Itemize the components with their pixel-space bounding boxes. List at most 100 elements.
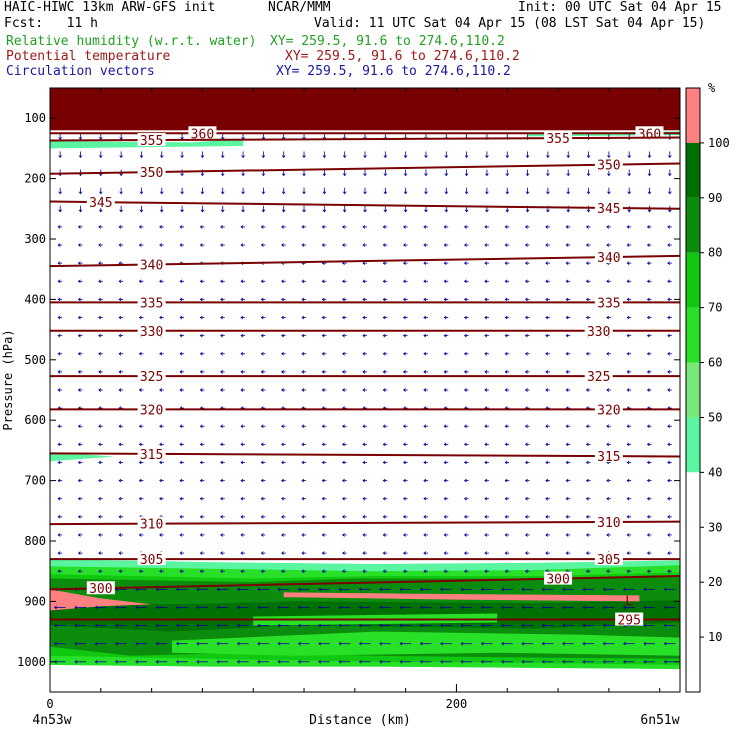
vector-head [240, 424, 244, 429]
circulation-vector [525, 187, 530, 195]
vector-head [646, 297, 650, 302]
vector-head [521, 641, 525, 646]
vector-head [138, 388, 142, 392]
vector-head [196, 587, 200, 592]
circulation-vector [342, 279, 347, 284]
vector-head [199, 279, 203, 284]
vector-head [562, 623, 565, 628]
vector-head [443, 370, 447, 374]
circulation-vector [480, 605, 493, 610]
circulation-vector [463, 315, 469, 320]
circulation-vector [402, 515, 408, 519]
circulation-vector [545, 515, 550, 519]
circulation-vector [667, 333, 672, 338]
circulation-vector [74, 605, 86, 610]
circulation-vector [463, 551, 469, 555]
circulation-vector [281, 442, 286, 447]
vector-head [606, 315, 610, 320]
vector-head [57, 478, 61, 483]
circulation-vector [525, 169, 530, 177]
vector-head [463, 569, 467, 574]
vector-head [565, 442, 569, 447]
circulation-vector [524, 315, 530, 320]
circulation-vector [460, 641, 473, 646]
circulation-vector [484, 225, 489, 229]
circulation-vector [463, 370, 469, 374]
circulation-vector [362, 243, 367, 247]
vector-head [98, 191, 103, 195]
vector-head [58, 191, 62, 195]
vector-head [118, 478, 122, 483]
circulation-vector [98, 187, 103, 195]
vector-head [566, 173, 571, 177]
circulation-vector [77, 551, 83, 555]
circulation-vector [663, 587, 676, 592]
circulation-vector [667, 569, 672, 574]
vector-head [602, 641, 606, 646]
vector-head [626, 551, 630, 555]
vector-head [545, 551, 549, 555]
theta-label-bg [137, 257, 166, 271]
vector-head [444, 155, 449, 159]
vector-head [98, 515, 102, 519]
vector-head [443, 533, 447, 537]
vector-head [74, 641, 78, 646]
circulation-vector [321, 515, 327, 519]
circulation-vector [521, 605, 534, 610]
circulation-vector [402, 460, 408, 465]
circulation-vector [504, 370, 510, 374]
vector-head [362, 424, 366, 429]
circulation-vector [504, 261, 510, 265]
vector-head [504, 279, 508, 284]
circulation-vector [118, 569, 124, 574]
vector-head [179, 460, 183, 465]
circulation-vector [423, 315, 428, 320]
circulation-vector [98, 370, 103, 374]
vector-head [668, 173, 672, 177]
vector-head [484, 261, 488, 265]
colorbar-tick-label: 60 [708, 356, 722, 370]
vector-head [443, 478, 447, 483]
vector-head [155, 659, 159, 664]
circulation-vector [200, 187, 205, 195]
vector-head [402, 460, 406, 465]
vector-head [342, 209, 347, 213]
vector-head [399, 659, 403, 664]
circulation-vector [363, 151, 367, 159]
circulation-vector [338, 587, 351, 592]
vector-head [240, 478, 244, 483]
vector-head [260, 460, 264, 465]
vector-head [118, 333, 122, 338]
vector-head [138, 442, 142, 447]
vector-head [524, 533, 528, 537]
circulation-vector [667, 315, 672, 320]
vector-head [179, 243, 183, 247]
vector-head [464, 191, 469, 195]
vector-head [301, 279, 305, 284]
circulation-vector [260, 243, 266, 247]
circulation-vector [138, 460, 144, 465]
vector-head [565, 351, 569, 356]
vector-head [525, 155, 530, 159]
circulation-vector [524, 225, 530, 229]
vector-head [98, 496, 102, 501]
circulation-vector [118, 333, 124, 338]
vector-head [179, 551, 183, 555]
circulation-vector [281, 297, 286, 302]
circulation-vector [302, 205, 306, 213]
vector-head [667, 496, 671, 501]
vector-head [440, 641, 444, 646]
circulation-vector [118, 315, 124, 320]
vector-head [524, 569, 528, 574]
vector-head [585, 297, 589, 302]
circulation-vector [423, 225, 428, 229]
vector-head [78, 191, 83, 195]
vector-head [301, 569, 305, 574]
vector-head [179, 533, 183, 537]
circulation-vector [179, 370, 185, 374]
circulation-vector [565, 297, 571, 302]
theta-label-bg [594, 295, 623, 309]
theta-label: 315 [140, 448, 163, 463]
circulation-vector [403, 169, 408, 177]
vector-head [606, 478, 610, 483]
